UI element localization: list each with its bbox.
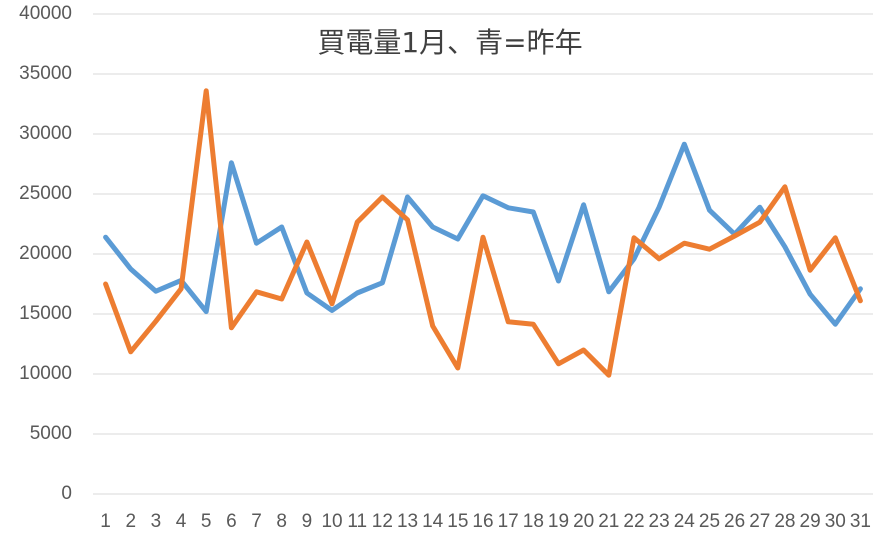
y-tick-label: 5000 <box>30 423 72 444</box>
x-tick-label: 13 <box>397 511 418 532</box>
x-tick-label: 22 <box>623 511 644 532</box>
x-tick-label: 12 <box>372 511 393 532</box>
y-tick-label: 0 <box>61 483 72 504</box>
x-tick-label: 18 <box>523 511 544 532</box>
x-tick-label: 2 <box>125 511 136 532</box>
x-tick-label: 11 <box>347 511 367 532</box>
x-tick-label: 8 <box>276 511 287 532</box>
x-tick-label: 1 <box>100 511 111 532</box>
x-tick-label: 21 <box>598 511 619 532</box>
x-tick-label: 6 <box>226 511 237 532</box>
y-tick-label: 35000 <box>19 63 72 84</box>
y-tick-label: 30000 <box>19 123 72 144</box>
x-tick-label: 17 <box>498 511 519 532</box>
x-tick-label: 24 <box>674 511 696 532</box>
x-tick-label: 5 <box>201 511 212 532</box>
x-tick-label: 27 <box>749 511 770 532</box>
y-tick-label: 25000 <box>19 183 72 204</box>
x-tick-label: 29 <box>800 511 821 532</box>
y-tick-label: 10000 <box>19 363 72 384</box>
x-tick-label: 31 <box>850 511 871 532</box>
x-tick-label: 10 <box>321 511 342 532</box>
chart-title: 買電量1月、青=昨年 <box>317 26 582 59</box>
x-tick-label: 16 <box>472 511 493 532</box>
x-tick-label: 4 <box>176 511 187 532</box>
x-tick-label: 20 <box>573 511 594 532</box>
x-tick-label: 14 <box>422 511 444 532</box>
x-tick-label: 7 <box>251 511 262 532</box>
x-tick-label: 19 <box>548 511 569 532</box>
y-tick-label: 20000 <box>19 243 72 264</box>
y-tick-label: 15000 <box>19 303 72 324</box>
x-tick-label: 26 <box>724 511 745 532</box>
x-tick-label: 15 <box>447 511 468 532</box>
x-tick-label: 9 <box>302 511 313 532</box>
x-tick-label: 23 <box>649 511 670 532</box>
x-tick-label: 28 <box>774 511 795 532</box>
x-tick-label: 25 <box>699 511 720 532</box>
x-tick-label: 3 <box>151 511 162 532</box>
series-line <box>103 88 863 378</box>
y-tick-label: 40000 <box>19 3 72 24</box>
x-tick-label: 30 <box>825 511 846 532</box>
